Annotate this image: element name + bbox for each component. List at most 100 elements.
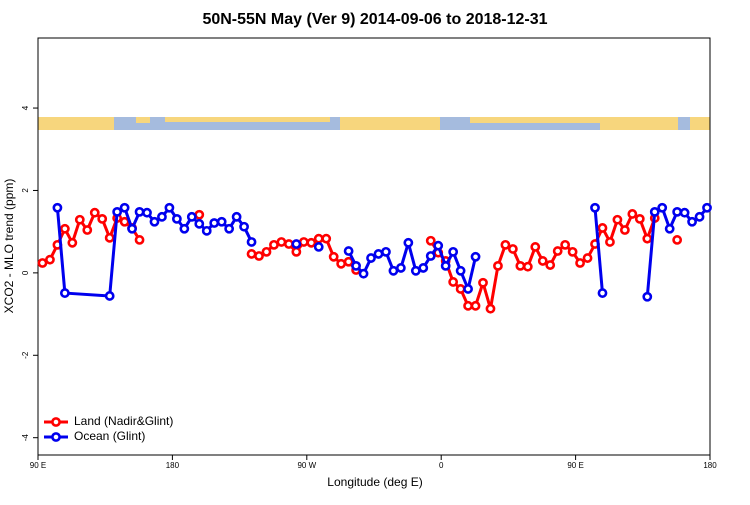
data-point [582,253,593,263]
data-point [209,218,220,228]
data-point [590,202,600,213]
data-point [433,240,444,251]
data-point [395,263,406,273]
data-point [619,225,630,235]
x-tick-label: 0 [439,461,444,470]
data-point [119,202,130,213]
data-point [694,211,705,222]
data-point [149,216,160,227]
land-strip [470,117,600,123]
x-tick-label: 180 [703,461,717,470]
data-point [59,223,70,234]
data-point [321,233,332,244]
data-point [104,232,115,243]
x-tick-label: 90 E [30,461,46,470]
data-point [112,206,123,217]
data-point [463,300,473,311]
data-point [89,207,100,218]
data-point [448,277,459,287]
data-point [201,225,212,236]
data-point [276,237,287,247]
data-point [537,256,548,266]
data-point [485,303,496,314]
land-strip [165,117,330,122]
data-point [672,206,683,217]
data-point [134,206,145,217]
data-point [552,246,563,256]
data-point [97,213,108,224]
data-point [493,260,503,271]
data-point [291,246,302,257]
legend-label: Ocean (Glint) [74,429,145,443]
x-axis-label: Longitude (deg E) [327,475,422,489]
data-point [351,260,361,271]
data-point [560,239,571,250]
data-point [388,265,399,276]
data-point [381,246,391,257]
data-point [642,233,653,244]
y-tick-label: 4 [21,105,30,110]
data-point [216,216,227,227]
data-point [425,251,436,261]
data-point [291,239,302,249]
data-point [194,218,205,229]
data-point [179,223,190,234]
legend-label: Land (Nadir&Glint) [74,414,173,428]
data-point [664,223,675,234]
data-point [343,256,354,267]
land-strip [340,117,440,130]
data-point [336,258,347,269]
data-point [328,251,339,262]
data-point [463,284,473,294]
data-point [649,206,660,217]
data-point [470,251,481,262]
data-point [545,260,556,270]
y-tick-label: 2 [21,188,30,193]
data-point [605,237,615,247]
data-point [343,246,354,256]
land-strip [136,117,150,123]
data-point [597,288,608,298]
y-tick-label: 0 [21,270,30,275]
data-point [52,202,63,213]
y-tick-label: -2 [21,351,30,359]
data-point [366,253,376,263]
data-point [410,265,421,276]
data-point [455,284,466,294]
data-point [82,225,93,235]
data-point [418,263,429,273]
data-point [261,246,272,257]
data-point [455,265,466,276]
data-point [74,214,85,225]
series-line [55,206,709,298]
data-point [403,237,414,248]
data-point [254,251,264,261]
data-point [522,261,533,272]
data-point [440,260,451,271]
data-point [530,242,541,252]
x-tick-label: 90 W [297,461,316,470]
data-point [597,223,608,233]
data-point [702,202,712,213]
data-point [157,211,167,222]
legend-marker [51,417,61,427]
data-point [627,209,638,219]
data-point [59,288,70,298]
data-point [298,237,309,247]
data-point [634,213,645,224]
chart-title: 50N-55N May (Ver 9) 2014-09-06 to 2018-1… [202,11,547,28]
data-point [246,249,257,259]
data-point [567,246,578,257]
data-point [164,202,175,213]
data-point [269,239,279,250]
land-strip [690,117,710,130]
data-point [134,235,145,245]
data-point [306,237,317,248]
data-point [37,258,48,268]
data-point [67,237,78,248]
data-point [642,291,653,302]
data-point [358,268,369,279]
data-point [575,258,585,268]
data-point [425,235,436,246]
